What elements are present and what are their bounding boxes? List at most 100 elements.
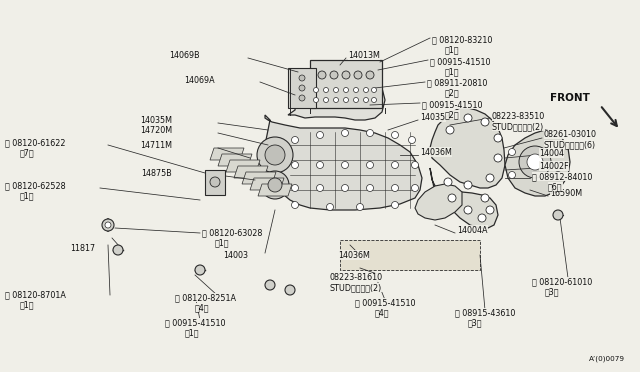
Circle shape <box>330 71 338 79</box>
Circle shape <box>366 71 374 79</box>
Polygon shape <box>210 148 244 160</box>
Circle shape <box>371 87 376 93</box>
Circle shape <box>392 161 399 169</box>
Text: Ⓑ 08120-8251A: Ⓑ 08120-8251A <box>175 293 236 302</box>
Circle shape <box>367 129 374 137</box>
Circle shape <box>412 161 419 169</box>
Circle shape <box>344 87 349 93</box>
Bar <box>340 240 480 270</box>
Circle shape <box>317 161 323 169</box>
Text: 14002F: 14002F <box>539 161 568 170</box>
Circle shape <box>323 87 328 93</box>
Text: 14004: 14004 <box>539 148 564 157</box>
Text: 14875B: 14875B <box>141 169 172 177</box>
Circle shape <box>268 178 282 192</box>
Text: 08261-03010: 08261-03010 <box>544 130 597 139</box>
Circle shape <box>353 97 358 103</box>
Circle shape <box>392 131 399 138</box>
Circle shape <box>494 154 502 162</box>
Circle shape <box>210 177 220 187</box>
Text: Ⓝ 08911-20810: Ⓝ 08911-20810 <box>427 78 488 87</box>
Polygon shape <box>234 166 268 178</box>
Text: 14004A: 14004A <box>457 225 488 234</box>
Text: 16590M: 16590M <box>550 189 582 198</box>
Polygon shape <box>430 168 498 228</box>
Circle shape <box>342 161 349 169</box>
Circle shape <box>291 137 298 144</box>
Text: STUDスタッド(2): STUDスタッド(2) <box>492 122 544 131</box>
Circle shape <box>353 87 358 93</box>
Circle shape <box>265 280 275 290</box>
Text: （2）: （2） <box>445 88 460 97</box>
Circle shape <box>464 206 472 214</box>
Text: （1）: （1） <box>445 67 460 76</box>
Circle shape <box>408 137 415 144</box>
Circle shape <box>354 71 362 79</box>
Text: 14720M: 14720M <box>140 125 172 135</box>
Text: STUDスタッド(2): STUDスタッド(2) <box>330 283 382 292</box>
Polygon shape <box>430 108 505 188</box>
Polygon shape <box>505 130 570 196</box>
Text: 14013M: 14013M <box>348 51 380 60</box>
Text: （3）: （3） <box>468 318 483 327</box>
Polygon shape <box>242 172 276 184</box>
Circle shape <box>323 97 328 103</box>
Text: （4）: （4） <box>195 303 209 312</box>
Text: 14036M: 14036M <box>338 250 370 260</box>
Circle shape <box>299 75 305 81</box>
Circle shape <box>105 222 111 228</box>
Text: 08223-81610: 08223-81610 <box>330 273 383 282</box>
Text: （1）: （1） <box>185 328 200 337</box>
Circle shape <box>553 210 563 220</box>
Circle shape <box>464 181 472 189</box>
Text: ⓥ 00915-41510: ⓥ 00915-41510 <box>355 298 415 307</box>
Polygon shape <box>415 184 462 220</box>
Text: Ⓑ 08120-61010: Ⓑ 08120-61010 <box>532 277 592 286</box>
Text: FRONT: FRONT <box>550 93 590 103</box>
Circle shape <box>265 145 285 165</box>
Circle shape <box>317 131 323 138</box>
Text: 14035: 14035 <box>420 112 445 122</box>
Circle shape <box>291 161 298 169</box>
Text: 11817: 11817 <box>70 244 95 253</box>
Text: Ⓑ 08120-61622: Ⓑ 08120-61622 <box>5 138 65 147</box>
Circle shape <box>481 194 489 202</box>
Text: 14035M: 14035M <box>140 115 172 125</box>
Circle shape <box>554 171 561 179</box>
Circle shape <box>412 185 419 192</box>
Text: ⓦ 00915-41510: ⓦ 00915-41510 <box>422 100 483 109</box>
Polygon shape <box>218 154 252 166</box>
Text: 14003: 14003 <box>223 250 248 260</box>
Circle shape <box>364 97 369 103</box>
Circle shape <box>342 185 349 192</box>
Text: Ⓑ 08120-83210: Ⓑ 08120-83210 <box>432 35 492 44</box>
Polygon shape <box>288 65 385 120</box>
Circle shape <box>392 185 399 192</box>
Circle shape <box>344 97 349 103</box>
Circle shape <box>367 161 374 169</box>
Circle shape <box>367 185 374 192</box>
Text: ⓥ 00915-41510: ⓥ 00915-41510 <box>165 318 225 327</box>
Circle shape <box>333 97 339 103</box>
Circle shape <box>494 134 502 142</box>
Circle shape <box>356 203 364 211</box>
Text: 14069B: 14069B <box>170 51 200 60</box>
Text: 08223-83510: 08223-83510 <box>492 112 545 121</box>
Bar <box>288 68 316 108</box>
Circle shape <box>527 154 543 170</box>
Polygon shape <box>264 115 422 210</box>
Circle shape <box>314 97 319 103</box>
Circle shape <box>519 146 551 178</box>
Text: （7）: （7） <box>20 148 35 157</box>
Circle shape <box>371 97 376 103</box>
Text: （1）: （1） <box>20 300 35 309</box>
Text: Ⓝ 08912-84010: Ⓝ 08912-84010 <box>532 172 593 181</box>
Circle shape <box>318 71 326 79</box>
Text: ⓦ 00915-41510: ⓦ 00915-41510 <box>430 57 490 66</box>
Circle shape <box>333 87 339 93</box>
Circle shape <box>481 118 489 126</box>
Bar <box>205 170 225 195</box>
Circle shape <box>446 126 454 134</box>
Circle shape <box>285 285 295 295</box>
Circle shape <box>342 129 349 137</box>
